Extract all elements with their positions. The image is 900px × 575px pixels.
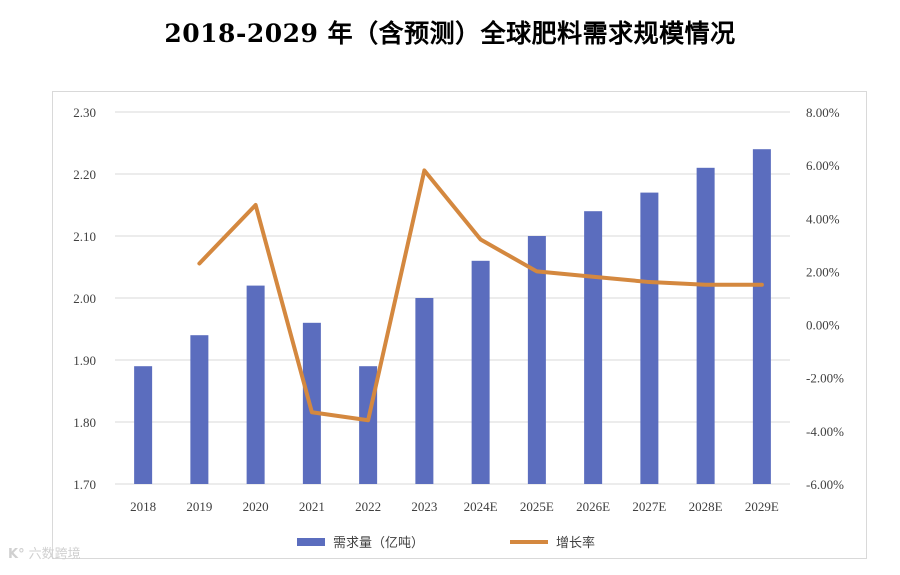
x-tick-label: 2019 [186,499,212,514]
y-right-tick-label: -2.00% [806,371,844,386]
y-left-tick-label: 1.90 [73,353,96,368]
y-left-tick-label: 1.80 [73,415,96,430]
bar [415,298,434,484]
chart-title: 2018-2029 年（含预测）全球肥料需求规模情况 [164,19,736,48]
y-right-tick-label: -4.00% [806,424,844,439]
legend-label-bar: 需求量（亿吨） [333,536,424,551]
x-tick-label: 2029E [745,499,779,514]
y-left-tick-label: 1.70 [73,477,96,492]
x-tick-label: 2022 [355,499,381,514]
watermark: K° 六数跨境 [8,543,81,562]
bar [696,167,715,485]
bar [584,211,603,484]
y-right-tick-label: 0.00% [806,318,840,333]
x-tick-label: 2027E [632,499,666,514]
bar [471,260,490,484]
bar [134,366,153,484]
y-right-tick-label: -6.00% [806,477,844,492]
watermark-text: 六数跨境 [28,547,81,562]
chart-frame [52,91,867,559]
y-left-tick-label: 2.20 [73,167,96,182]
bar [527,236,546,484]
bar [302,322,321,484]
x-tick-label: 2026E [576,499,610,514]
watermark-logo-icon: K° [8,547,25,562]
x-tick-label: 2024E [464,499,498,514]
y-left-tick-label: 2.10 [73,229,96,244]
y-right-tick-label: 4.00% [806,211,840,226]
y-right-tick-label: 8.00% [806,105,840,120]
bar [246,285,265,484]
bar [190,335,209,484]
x-tick-label: 2023 [411,499,437,514]
y-right-tick-label: 6.00% [806,158,840,173]
y-right-tick-label: 2.00% [806,264,840,279]
y-left-tick-label: 2.30 [73,105,96,120]
x-tick-label: 2025E [520,499,554,514]
x-tick-label: 2018 [130,499,156,514]
x-tick-label: 2020 [243,499,269,514]
bar [640,192,659,484]
legend-label-line: 增长率 [556,535,595,551]
bar [752,149,771,484]
legend-swatch-bar [297,538,325,546]
y-left-tick-label: 2.00 [73,291,96,306]
x-tick-label: 2028E [689,499,723,514]
x-tick-label: 2021 [299,499,325,514]
